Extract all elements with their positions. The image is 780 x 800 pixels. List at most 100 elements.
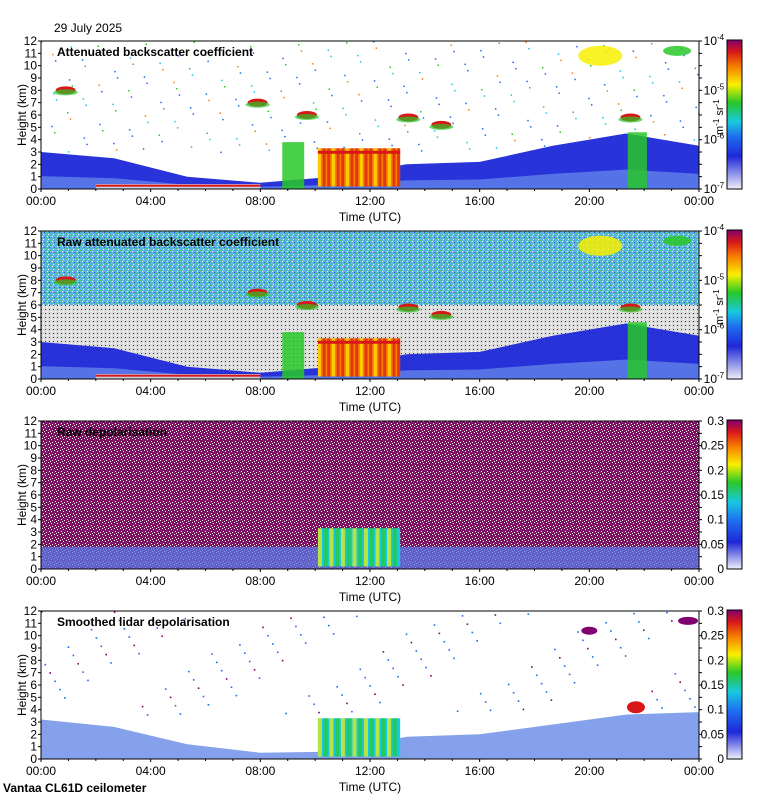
- panel-title: Raw depolarisation: [57, 425, 167, 439]
- speckle: [283, 96, 285, 99]
- speckle: [620, 109, 622, 111]
- speckle: [90, 628, 93, 631]
- y-tick-label: 1: [30, 360, 37, 374]
- speckle: [156, 627, 159, 629]
- depol-streak: [323, 528, 328, 567]
- depol-streak: [358, 718, 363, 757]
- speckle: [617, 103, 620, 105]
- panel-title: Smoothed lidar depolarisation: [57, 615, 230, 629]
- colorbar-tick-label: 0.1: [707, 703, 724, 717]
- colorbar-tick-exp: -6: [717, 322, 725, 331]
- speckle: [327, 49, 330, 51]
- speckle: [663, 94, 665, 97]
- speckle: [41, 41, 43, 43]
- speckle: [54, 680, 56, 683]
- speckle: [656, 698, 658, 701]
- speckle: [258, 677, 261, 679]
- speckle: [373, 80, 376, 82]
- cloud-edge: [95, 184, 261, 187]
- low-cloud: [317, 148, 401, 187]
- cloud-streak: [369, 338, 373, 377]
- speckle: [265, 143, 268, 145]
- x-tick-label: 16:00: [465, 574, 495, 588]
- y-tick-label: 5: [30, 120, 37, 134]
- speckle: [276, 651, 279, 654]
- speckle: [498, 42, 500, 44]
- x-tick-label: 16:00: [465, 194, 495, 208]
- x-tick-label: 08:00: [245, 384, 275, 398]
- speckle: [254, 130, 256, 132]
- speckle: [591, 656, 594, 658]
- speckle: [468, 148, 471, 150]
- speckle: [141, 705, 144, 708]
- speckle: [467, 69, 469, 72]
- speckle: [313, 141, 316, 143]
- speckle: [541, 138, 543, 141]
- speckle: [512, 61, 514, 64]
- cloud-streak: [373, 338, 377, 377]
- speckle: [341, 694, 343, 696]
- speckle: [235, 694, 238, 697]
- y-tick-label: 5: [30, 310, 37, 324]
- speckle: [438, 632, 441, 635]
- speckle: [667, 68, 670, 70]
- x-tick-label: 08:00: [245, 574, 275, 588]
- y-tick-label: 4: [30, 133, 37, 147]
- speckle: [193, 41, 195, 43]
- speckle: [434, 58, 437, 60]
- speckle: [128, 129, 131, 131]
- cloud-streak: [364, 148, 368, 187]
- speckle: [391, 144, 393, 147]
- speckle: [312, 102, 315, 104]
- depol-boundary: [41, 712, 699, 759]
- speckle: [376, 86, 378, 88]
- cloud-fragment-edge: [53, 89, 78, 96]
- y-tick-label: 0: [30, 562, 37, 576]
- y-tick-label: 7: [30, 96, 37, 110]
- speckle: [115, 149, 118, 151]
- speckle: [390, 105, 392, 108]
- speckle: [638, 621, 640, 623]
- panel-title: Raw attenuated backscatter coefficient: [57, 235, 279, 249]
- colorbar-tick-label: 0: [717, 562, 724, 576]
- speckle: [326, 121, 329, 123]
- speckle: [693, 139, 696, 141]
- speckle: [318, 711, 320, 714]
- speckle: [220, 669, 223, 672]
- colorbar-tick-label: 10: [704, 273, 718, 287]
- speckle: [220, 151, 222, 154]
- speckle: [542, 106, 545, 108]
- speckle: [53, 92, 55, 95]
- speckle: [359, 61, 362, 63]
- colorbar-tick-label: 0.15: [701, 678, 725, 692]
- speckle: [311, 63, 314, 65]
- speckle: [559, 131, 561, 133]
- speckle: [123, 628, 126, 630]
- speckle: [268, 149, 270, 152]
- speckle: [211, 653, 213, 655]
- cloud-fragment-edge: [245, 291, 270, 298]
- speckle: [230, 686, 233, 689]
- speckle: [419, 71, 421, 74]
- depol-feature: [626, 701, 645, 714]
- speckle: [219, 112, 221, 114]
- speckle: [237, 66, 239, 68]
- speckle: [382, 651, 385, 653]
- speckle: [405, 633, 408, 636]
- speckle: [314, 69, 317, 71]
- speckle: [465, 102, 467, 105]
- speckle: [650, 114, 652, 117]
- speckle: [407, 131, 409, 133]
- speckle: [116, 77, 119, 79]
- speckle: [481, 128, 484, 130]
- speckle: [267, 110, 269, 112]
- speckle: [143, 76, 146, 78]
- speckle: [189, 68, 191, 70]
- speckle: [527, 119, 529, 122]
- speckle: [610, 630, 612, 632]
- y-tick-label: 9: [30, 261, 37, 275]
- speckle: [173, 81, 175, 84]
- high-cloud-2: [663, 235, 692, 246]
- speckle: [85, 104, 87, 107]
